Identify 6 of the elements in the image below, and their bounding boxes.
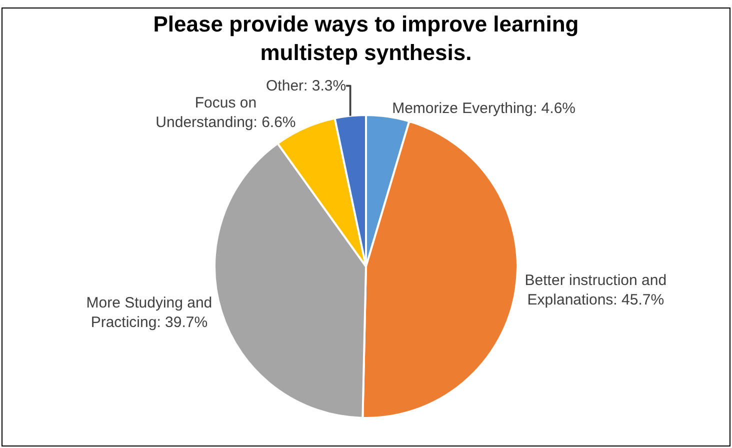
slice-label: Better instruction and Explanations: 45.7% — [524, 272, 667, 309]
slice-label: Memorize Everything: 4.6% — [392, 100, 576, 117]
slice-label: Focus on Understanding: 6.6% — [156, 94, 296, 131]
slice-label: More Studying and Practicing: 39.7% — [86, 294, 212, 332]
chart-title: Please provide ways to improve learning multistep synthesis. — [153, 11, 579, 65]
slice-label: Other: 3.3% — [266, 77, 346, 94]
